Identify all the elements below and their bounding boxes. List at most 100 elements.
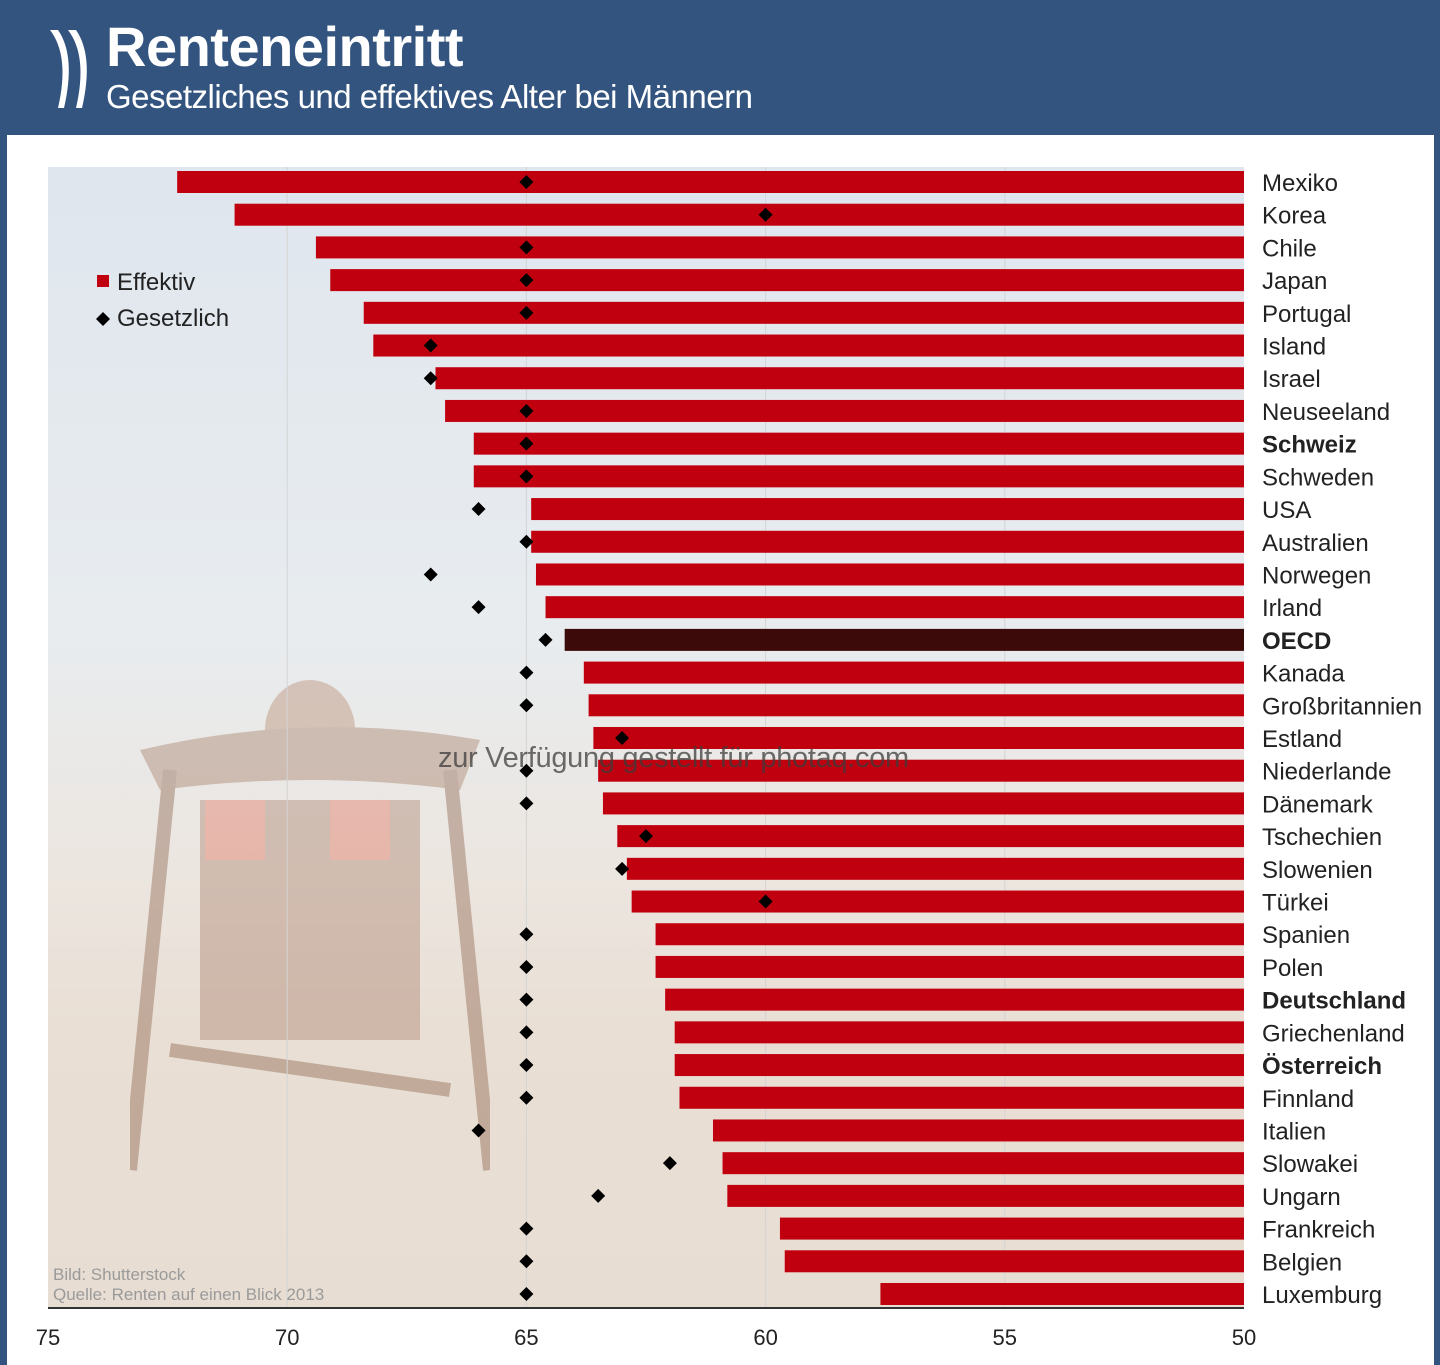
marker-gesetzlich [519, 665, 534, 680]
marker-gesetzlich [591, 1188, 606, 1203]
category-label: Niederlande [1262, 759, 1391, 786]
bar-effektiv [674, 1054, 1244, 1077]
marker-gesetzlich [519, 927, 534, 942]
category-label: Slowenien [1262, 857, 1373, 884]
bar-effektiv [655, 955, 1244, 978]
marker-gesetzlich [519, 534, 534, 549]
image-credit: Bild: Shutterstock [53, 1265, 186, 1284]
x-tick-label: 50 [1232, 1325, 1256, 1350]
bar-effektiv [779, 1217, 1244, 1240]
marker-gesetzlich [519, 959, 534, 974]
legend-effektiv: Effektiv [117, 269, 195, 296]
marker-gesetzlich [519, 796, 534, 811]
bar-effektiv [473, 432, 1244, 455]
legend-square-icon [97, 275, 109, 287]
category-label: Portugal [1262, 301, 1351, 328]
category-label: Israel [1262, 366, 1321, 393]
category-label: Spanien [1262, 922, 1350, 949]
marker-gesetzlich [471, 600, 486, 615]
bar-effektiv [784, 1250, 1244, 1273]
category-label: Tschechien [1262, 824, 1382, 851]
bar-effektiv [583, 661, 1244, 684]
bar-effektiv [588, 694, 1244, 717]
bar-effektiv [617, 825, 1244, 848]
marker-gesetzlich [639, 829, 653, 844]
bar-effektiv [330, 269, 1245, 292]
marker-gesetzlich [519, 403, 534, 418]
marker-gesetzlich [471, 502, 486, 517]
marker-gesetzlich [758, 894, 773, 909]
category-label: Schweiz [1262, 432, 1357, 459]
marker-gesetzlich [615, 731, 630, 745]
category-label: Ungarn [1262, 1184, 1341, 1211]
legend: Effektiv Gesetzlich [96, 269, 229, 332]
category-label: Schweden [1262, 464, 1374, 491]
category-label: Mexiko [1262, 170, 1338, 197]
marker-gesetzlich [519, 1090, 534, 1105]
category-label: Türkei [1262, 890, 1329, 917]
category-label: Korea [1262, 203, 1327, 230]
marker-gesetzlich [423, 567, 438, 582]
category-label: OECD [1262, 628, 1331, 655]
marker-gesetzlich [615, 861, 630, 876]
bar-effektiv [373, 334, 1244, 357]
bar-effektiv [674, 1021, 1244, 1044]
bar-effektiv [234, 203, 1245, 226]
bar-effektiv [593, 727, 1244, 749]
oecd-logo-icon [50, 30, 87, 108]
marker-gesetzlich [519, 763, 534, 778]
bar-effektiv [712, 1119, 1244, 1142]
marker-gesetzlich [519, 992, 534, 1007]
marker-gesetzlich [519, 1287, 534, 1301]
bar-effektiv [602, 792, 1244, 815]
marker-gesetzlich [758, 207, 773, 222]
bar-effektiv [598, 759, 1244, 782]
marker-gesetzlich [519, 698, 534, 713]
category-label: Italien [1262, 1118, 1326, 1145]
category-label: Dänemark [1262, 791, 1374, 818]
chart-subtitle: Gesetzliches und effektives Alter bei Mä… [106, 78, 753, 115]
category-label: Slowakei [1262, 1151, 1358, 1178]
bar-effektiv [564, 628, 1244, 651]
x-tick-label: 70 [275, 1325, 299, 1350]
category-label: Japan [1262, 268, 1327, 295]
marker-gesetzlich [519, 240, 534, 255]
category-label: Norwegen [1262, 562, 1371, 589]
category-label: USA [1262, 497, 1311, 524]
bar-effektiv [435, 367, 1244, 390]
bar-effektiv [665, 988, 1244, 1011]
bar-effektiv [679, 1086, 1244, 1109]
marker-gesetzlich [471, 1123, 486, 1138]
category-label: Belgien [1262, 1249, 1342, 1276]
frame-right [1434, 135, 1440, 1365]
source-credit: Quelle: Renten auf einen Blick 2013 [53, 1285, 325, 1304]
category-label: Irland [1262, 595, 1322, 622]
category-label: Polen [1262, 955, 1323, 982]
category-label: Österreich [1262, 1053, 1382, 1080]
header-banner: Renteneintritt Gesetzliches und effektiv… [0, 0, 1440, 135]
category-label: Griechenland [1262, 1020, 1405, 1047]
bar-effektiv [445, 399, 1244, 422]
category-label: Finnland [1262, 1086, 1354, 1113]
marker-gesetzlich [519, 436, 534, 451]
x-tick-label: 65 [514, 1325, 538, 1350]
marker-gesetzlich [538, 632, 553, 647]
category-label: Frankreich [1262, 1217, 1375, 1244]
category-label: Kanada [1262, 661, 1345, 688]
bar-effektiv [631, 890, 1244, 913]
category-label: Großbritannien [1262, 693, 1422, 720]
watermark: zur Verfügung gestellt für photaq.com [438, 742, 909, 774]
bar-effektiv [315, 236, 1244, 259]
x-tick-label: 75 [36, 1325, 60, 1350]
x-tick-label: 55 [993, 1325, 1017, 1350]
marker-gesetzlich [519, 1221, 534, 1236]
bar-effektiv [545, 596, 1244, 619]
bar-effektiv [473, 465, 1244, 488]
legend-diamond-icon [96, 312, 110, 326]
bar-effektiv [177, 171, 1245, 193]
bar-effektiv [722, 1152, 1244, 1175]
marker-gesetzlich [519, 273, 534, 288]
marker-gesetzlich [662, 1156, 677, 1171]
category-label: Estland [1262, 726, 1342, 753]
marker-gesetzlich [519, 1254, 534, 1269]
